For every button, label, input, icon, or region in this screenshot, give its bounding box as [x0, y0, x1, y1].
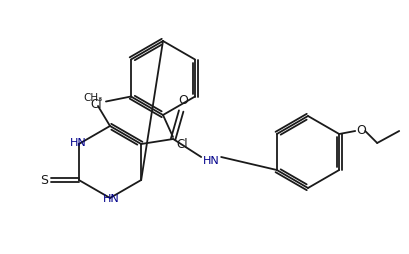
Text: HN: HN — [70, 138, 86, 148]
Text: CH₃: CH₃ — [83, 93, 103, 103]
Text: HN: HN — [203, 156, 220, 166]
Text: S: S — [40, 173, 48, 186]
Text: HN: HN — [103, 194, 119, 204]
Text: O: O — [178, 94, 188, 107]
Text: O: O — [356, 124, 366, 137]
Text: Cl: Cl — [90, 98, 102, 111]
Text: Cl: Cl — [176, 138, 188, 151]
